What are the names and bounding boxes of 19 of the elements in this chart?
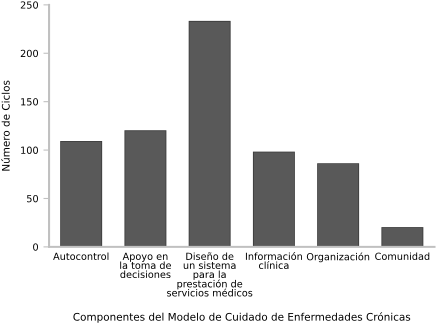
- x-tick-label: Apoyo en la toma de decisiones: [120, 252, 171, 278]
- bar: [124, 130, 166, 247]
- bar: [381, 227, 424, 247]
- y-tick-label: 100: [21, 146, 38, 154]
- bar: [317, 163, 360, 247]
- y-axis-title: Número de Ciclos: [1, 80, 10, 171]
- y-tick-label: 250: [20, 1, 38, 9]
- x-tick-label: Información clínica: [246, 252, 302, 270]
- bar: [60, 140, 102, 247]
- bar: [188, 20, 231, 247]
- y-tick-label: 0: [33, 243, 38, 251]
- y-tick-label: 150: [21, 98, 38, 106]
- y-tick-label: 50: [27, 194, 38, 202]
- x-tick-label: Comunidad: [375, 252, 430, 260]
- x-tick-label: Organización: [306, 252, 370, 262]
- x-tick-label: Autocontrol: [53, 252, 108, 260]
- y-tick-label: 200: [20, 50, 38, 58]
- x-axis-title: Componentes del Modelo de Cuidado de Enfermedades Crónicas: [73, 312, 410, 323]
- bar: [252, 152, 295, 247]
